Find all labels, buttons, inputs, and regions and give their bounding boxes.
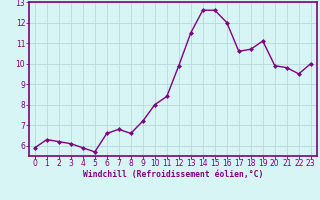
X-axis label: Windchill (Refroidissement éolien,°C): Windchill (Refroidissement éolien,°C) (83, 170, 263, 179)
